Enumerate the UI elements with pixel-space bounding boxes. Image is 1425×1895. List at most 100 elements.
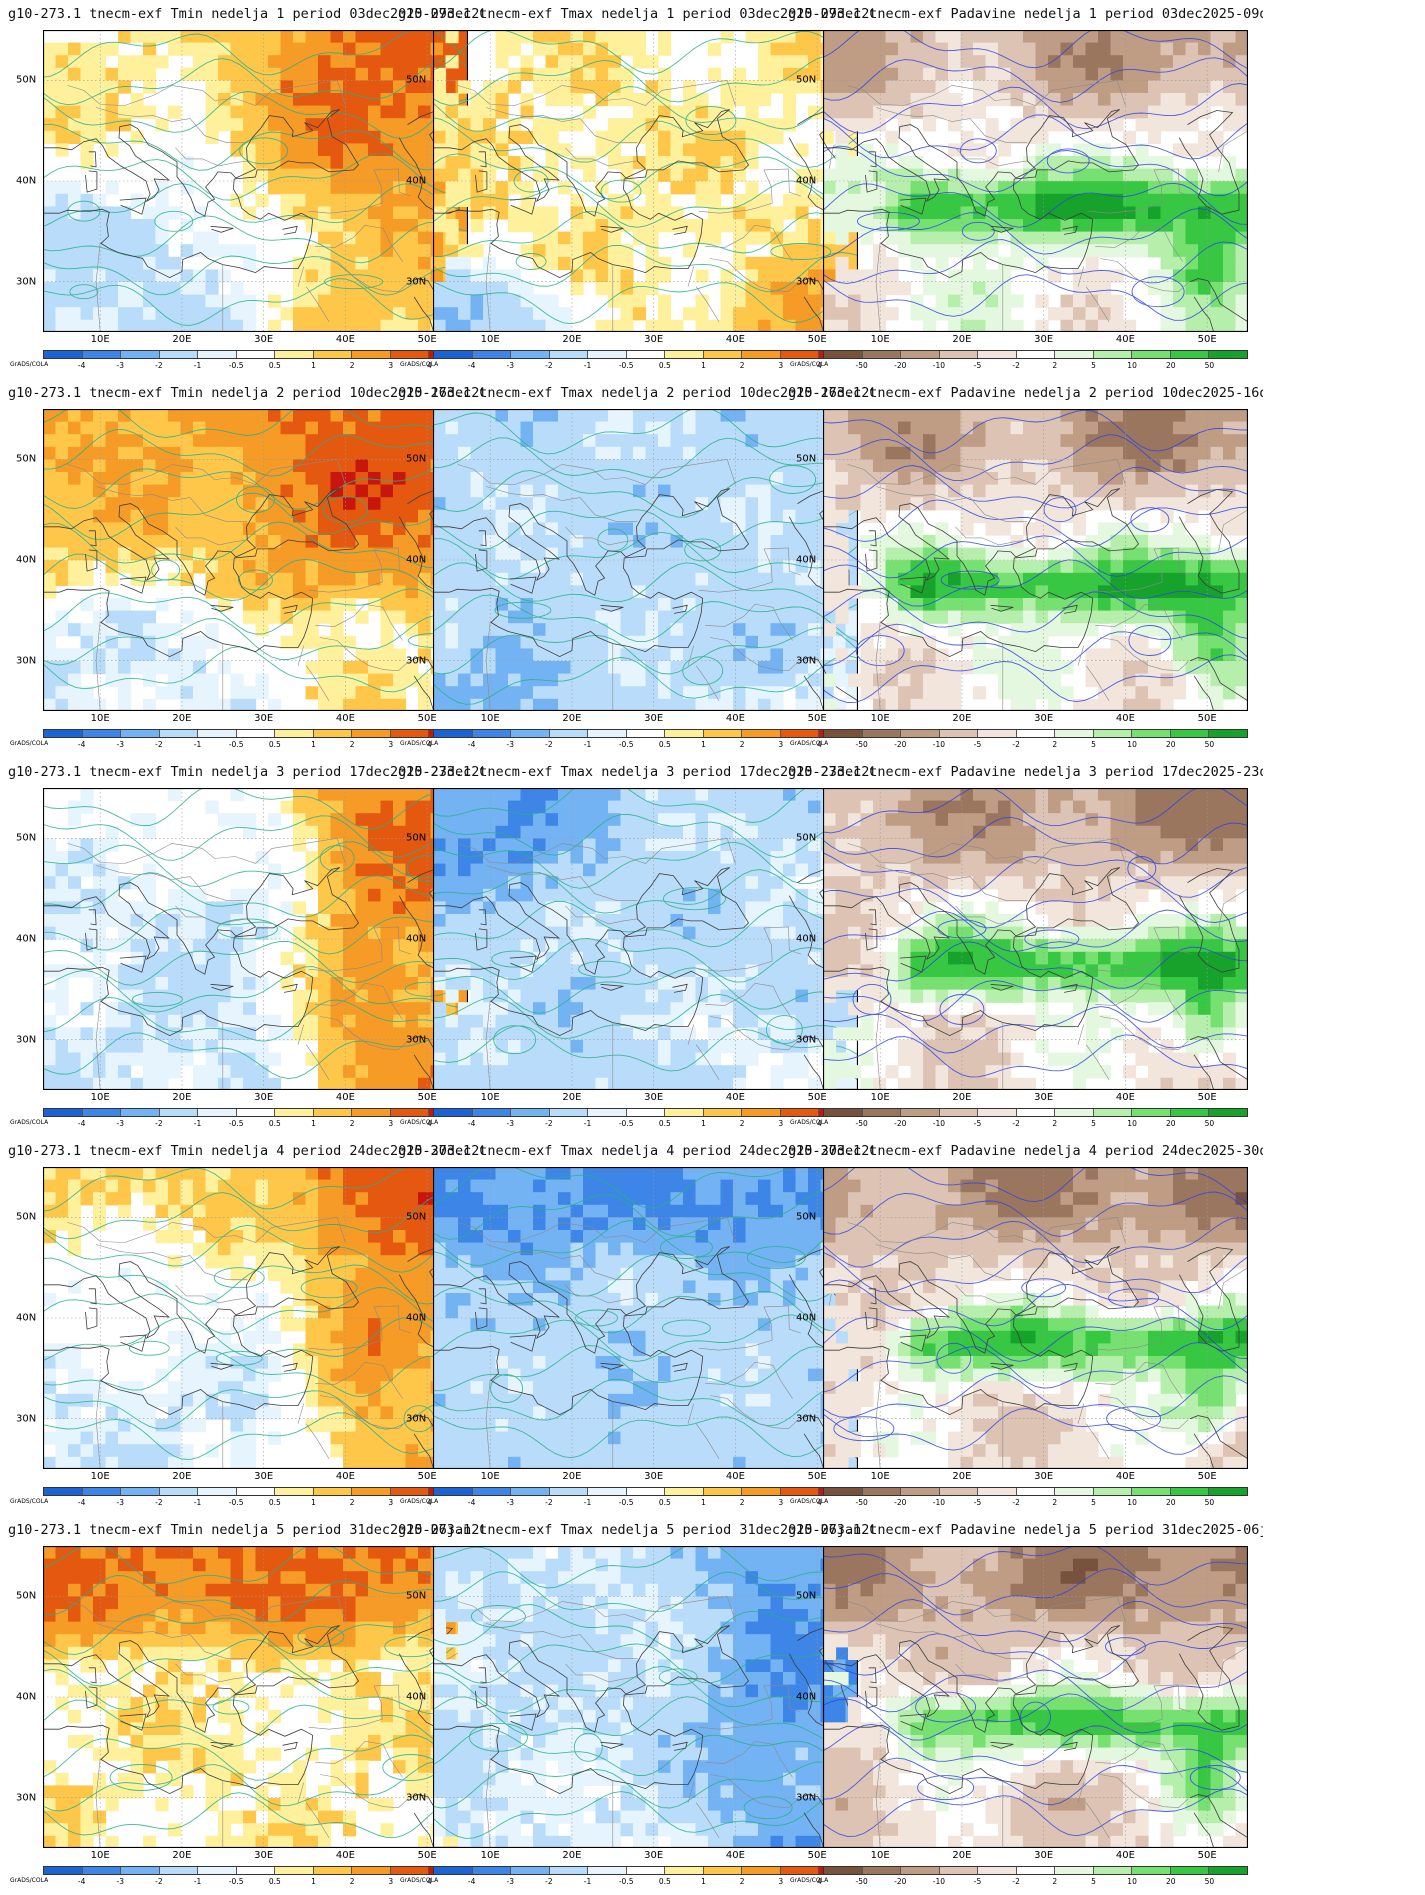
anomaly-cell: [180, 294, 194, 308]
anomaly-cell: [418, 206, 432, 220]
anomaly-cell: [1123, 572, 1137, 586]
anomaly-cell: [745, 256, 759, 270]
anomaly-cell: [118, 472, 132, 486]
anomaly-cell: [243, 698, 257, 711]
anomaly-cell: [43, 926, 57, 940]
anomaly-cell: [1073, 522, 1087, 536]
anomaly-cell: [255, 459, 269, 473]
anomaly-cell: [1010, 219, 1024, 233]
anomaly-cell: [205, 560, 219, 574]
coastline: [823, 488, 1248, 711]
anomaly-cell: [268, 319, 282, 332]
anomaly-cell: [330, 30, 344, 44]
anomaly-cell: [835, 610, 849, 624]
anomaly-cell: [118, 661, 132, 675]
anomaly-cell: [80, 800, 94, 814]
anomaly-cell: [80, 130, 94, 144]
anomaly-cell: [545, 319, 559, 332]
anomaly-cell: [620, 244, 634, 258]
anomaly-cell: [1223, 181, 1237, 195]
anomaly-cell: [143, 269, 157, 283]
anomaly-cell: [470, 661, 484, 675]
anomaly-cell: [418, 623, 432, 637]
anomaly-cell: [583, 168, 597, 182]
anomaly-cell: [620, 294, 634, 308]
anomaly-cell: [745, 509, 759, 523]
anomaly-cell: [758, 269, 772, 283]
anomaly-cell: [720, 282, 734, 296]
anomaly-cell: [180, 686, 194, 700]
anomaly-cell: [495, 673, 509, 687]
anomaly-cell: [1098, 156, 1112, 170]
anomaly-cell: [633, 661, 647, 675]
anomaly-cell: [130, 282, 144, 296]
anomaly-cell: [720, 294, 734, 308]
anomaly-cell: [873, 446, 887, 460]
anomaly-cell: [330, 598, 344, 612]
anomaly-cell: [495, 319, 509, 332]
anomaly-cell: [330, 143, 344, 157]
anomaly-cell: [43, 572, 57, 586]
anomaly-cell: [305, 421, 319, 435]
anomaly-cell: [985, 598, 999, 612]
anomaly-cell: [155, 648, 169, 662]
anomaly-cell: [595, 610, 609, 624]
anomaly-cell: [508, 610, 522, 624]
anomaly-cell: [1198, 93, 1212, 107]
map-frame: [823, 30, 1248, 332]
anomaly-cell: [293, 635, 307, 649]
anomaly-cell: [835, 409, 849, 423]
anomaly-cell: [470, 446, 484, 460]
anomaly-cell: [105, 547, 119, 561]
anomaly-cell: [1185, 434, 1199, 448]
anomaly-cell: [923, 219, 937, 233]
anomaly-cell: [293, 181, 307, 195]
anomaly-cell: [1110, 294, 1124, 308]
anomaly-cell: [583, 698, 597, 711]
anomaly-cell: [393, 598, 407, 612]
anomaly-cell: [495, 522, 509, 536]
anomaly-cell: [1098, 535, 1112, 549]
anomaly-cell: [280, 30, 294, 44]
anomaly-cell: [873, 307, 887, 321]
anomaly-cell: [1048, 93, 1062, 107]
anomaly-cell: [873, 472, 887, 486]
anomaly-cell: [770, 585, 784, 599]
anomaly-cell: [268, 509, 282, 523]
anomaly-cell: [948, 673, 962, 687]
anomaly-cell: [795, 244, 809, 258]
anomaly-cell: [380, 459, 394, 473]
anomaly-cell: [168, 1065, 182, 1079]
anomaly-cell: [343, 951, 357, 965]
anomaly-cell: [1060, 181, 1074, 195]
anomaly-cell: [508, 130, 522, 144]
anomaly-cell: [355, 788, 369, 802]
anomaly-cell: [80, 648, 94, 662]
anomaly-cell: [118, 989, 132, 1003]
anomaly-cell: [318, 1002, 332, 1016]
anomaly-cell: [1073, 118, 1087, 132]
anomaly-cell: [948, 143, 962, 157]
anomaly-cell: [293, 1027, 307, 1041]
anomaly-cell: [1148, 219, 1162, 233]
anomaly-cell: [293, 989, 307, 1003]
anomaly-cell: [1235, 648, 1248, 662]
anomaly-cell: [355, 294, 369, 308]
anomaly-cell: [80, 901, 94, 915]
anomaly-cell: [1085, 560, 1099, 574]
anomaly-cell: [533, 409, 547, 423]
anomaly-cell: [205, 535, 219, 549]
anomaly-cell: [885, 193, 899, 207]
anomaly-cell: [205, 509, 219, 523]
anomaly-cell: [1035, 231, 1049, 245]
anomaly-cell: [168, 888, 182, 902]
anomaly-cell: [935, 244, 949, 258]
anomaly-cell: [1110, 648, 1124, 662]
anomaly-cell: [445, 319, 459, 332]
anomaly-cell: [1048, 446, 1062, 460]
anomaly-cell: [570, 67, 584, 81]
anomaly-cell: [783, 446, 797, 460]
anomaly-cell: [368, 1052, 382, 1066]
climatology-contours: [43, 788, 468, 1080]
anomaly-cell: [330, 206, 344, 220]
